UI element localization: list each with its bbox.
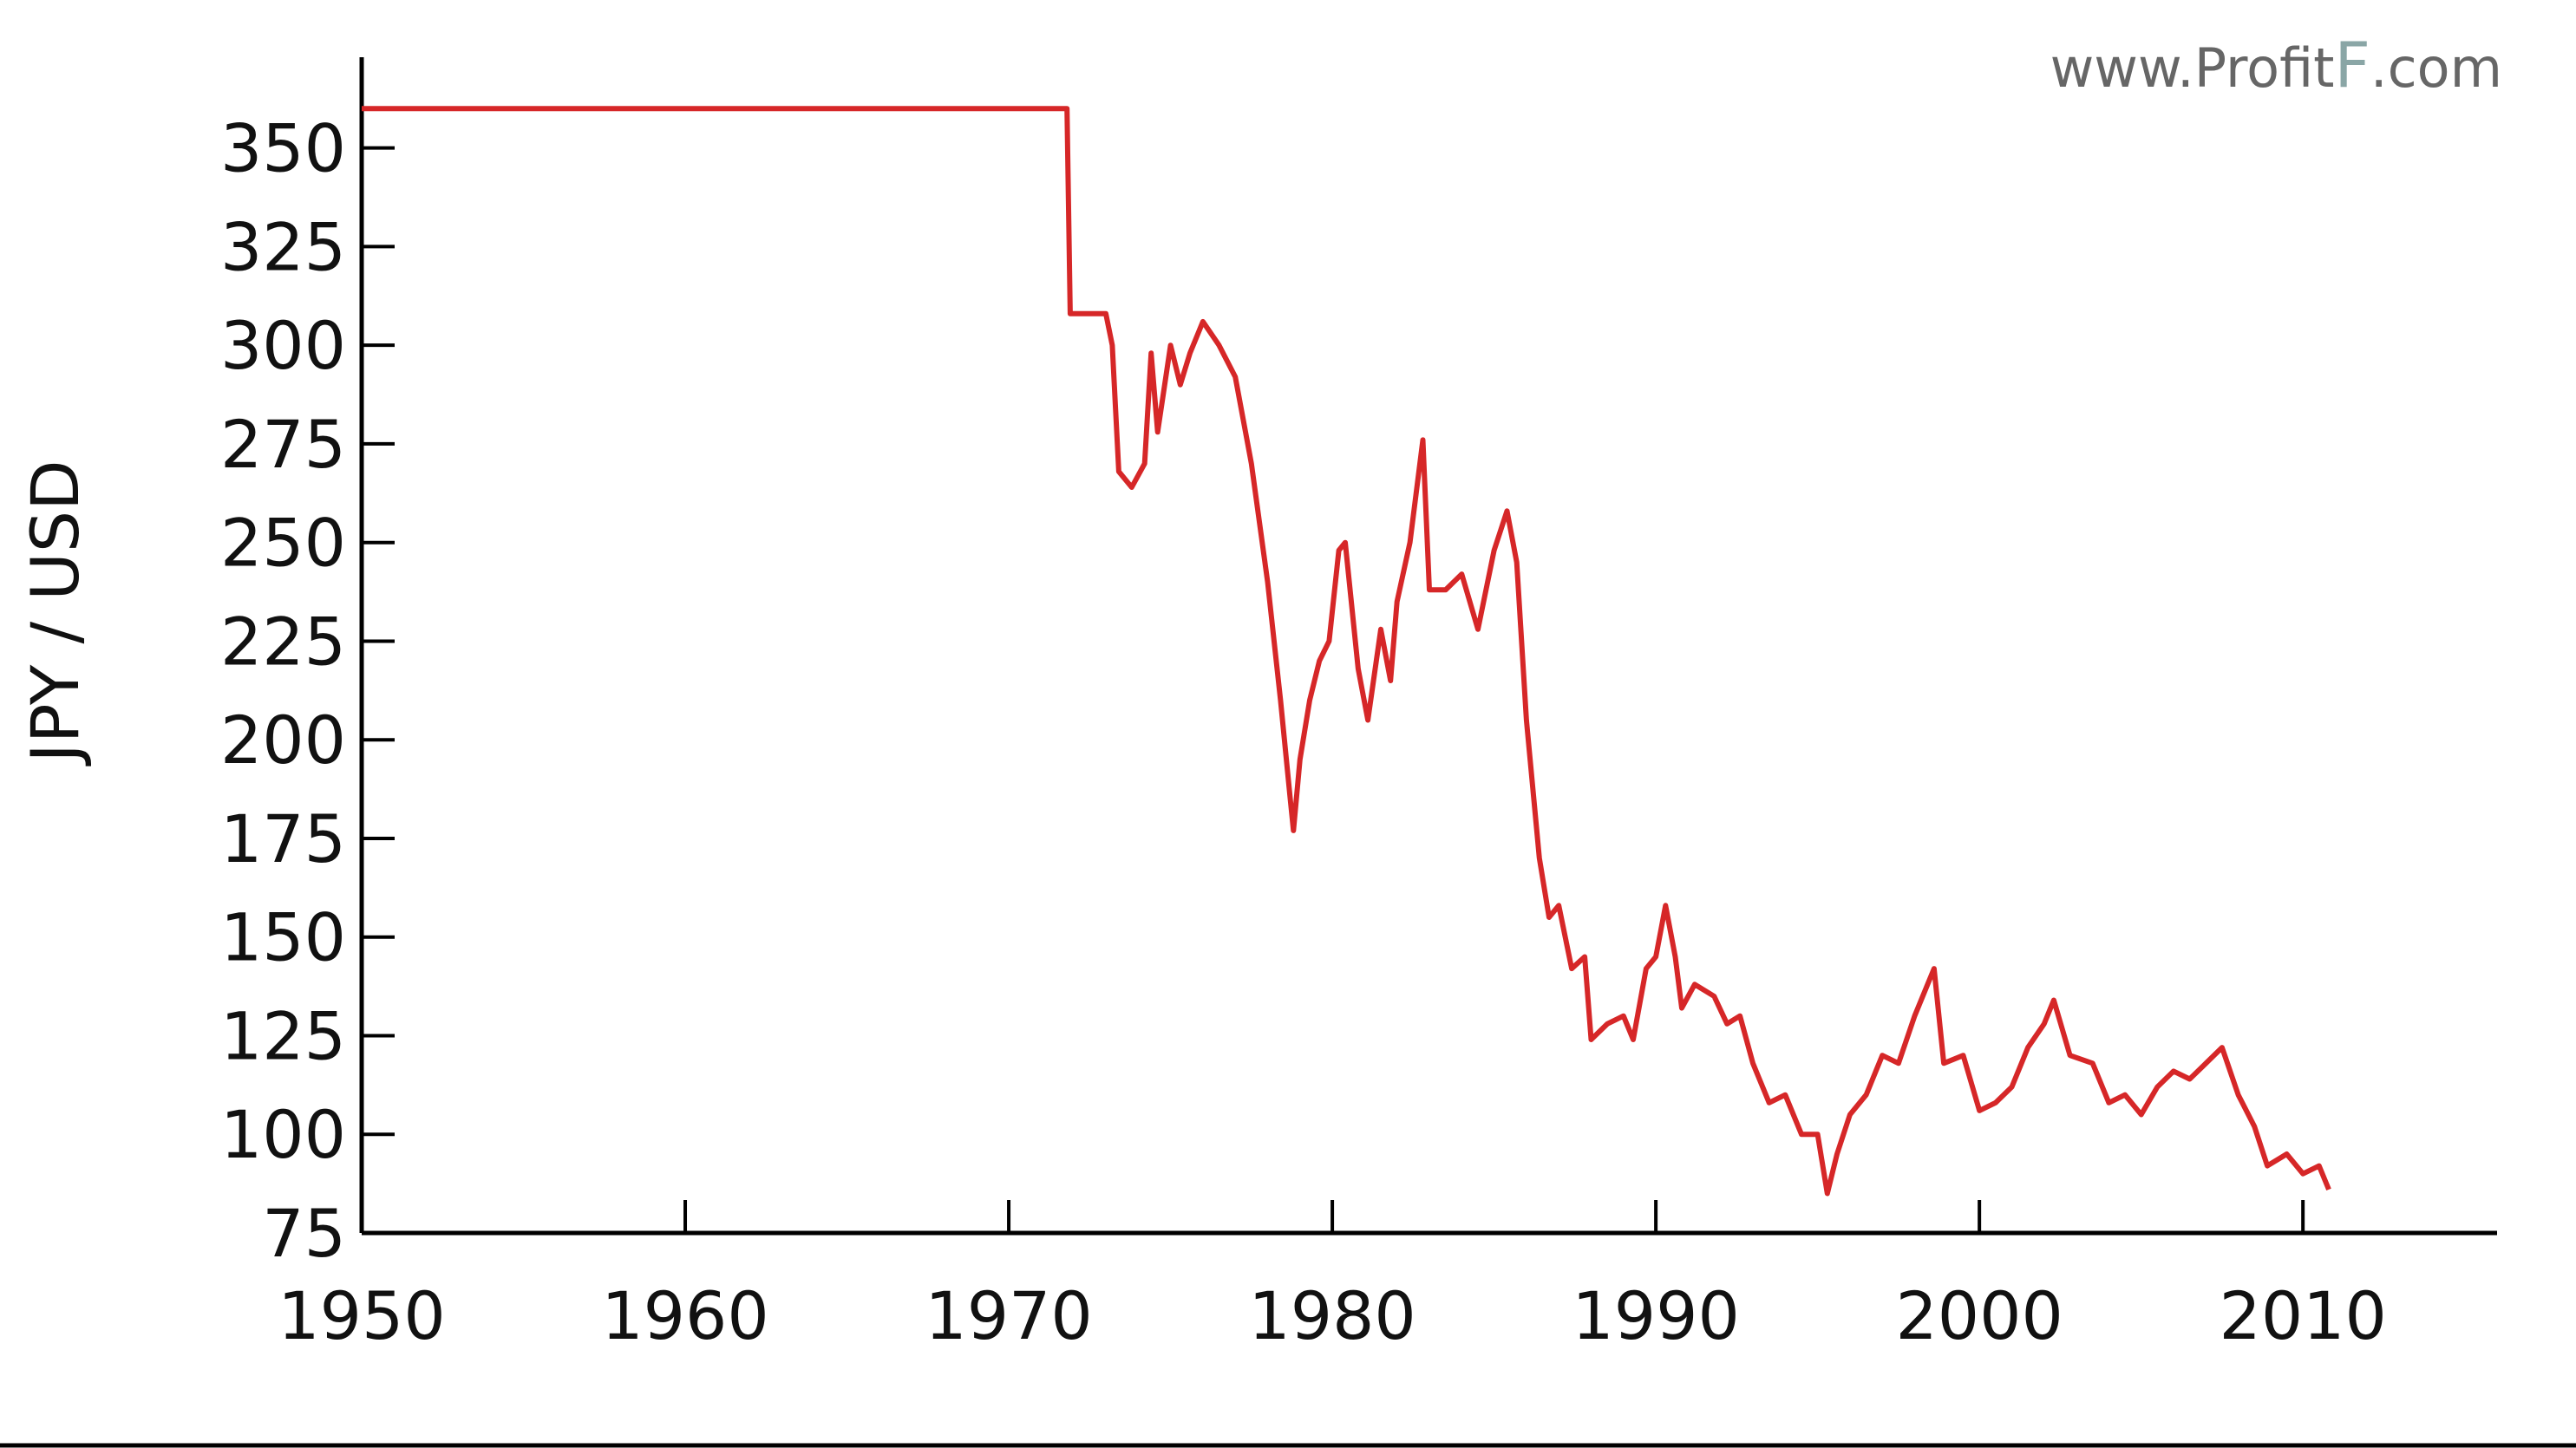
y-tick-label: 200	[220, 701, 346, 779]
y-axis-label: JPY / USD	[16, 460, 94, 766]
watermark-part: .com	[2370, 36, 2502, 100]
x-tick-label: 2000	[1895, 1277, 2063, 1354]
x-tick-label: 1980	[1248, 1277, 1415, 1354]
x-tick-label: 1990	[1572, 1277, 1739, 1354]
y-tick-label: 100	[220, 1096, 346, 1173]
y-tick-label: 125	[220, 997, 346, 1074]
y-tick-label: 300	[220, 307, 346, 384]
x-tick-label: 1970	[925, 1277, 1092, 1354]
y-tick-label: 150	[220, 899, 346, 976]
y-tick-label: 325	[220, 208, 346, 285]
data-line	[362, 106, 2331, 1197]
watermark: www.ProfitF.com	[2050, 29, 2502, 101]
y-tick-label: 250	[220, 505, 346, 582]
x-tick-label: 2010	[2219, 1277, 2386, 1354]
y-tick-label: 175	[220, 800, 346, 877]
y-tick-label: 225	[220, 603, 346, 680]
x-tick-label: 1950	[278, 1277, 445, 1354]
watermark-part: www.Profit	[2050, 36, 2335, 100]
y-tick-label: 275	[220, 406, 346, 483]
y-tick-label: 350	[220, 110, 346, 187]
x-tick-label: 1960	[601, 1277, 768, 1354]
watermark-part: F	[2334, 29, 2370, 101]
y-tick-label: 75	[262, 1195, 346, 1272]
